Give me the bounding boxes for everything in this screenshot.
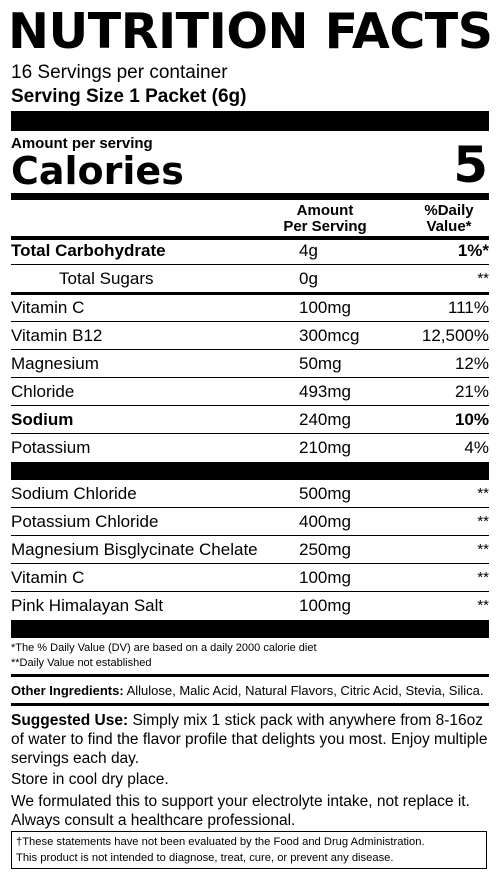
nutrient-row-magnesium: Magnesium 50mg 12% [11,350,489,378]
storage-note: Store in cool dry place. [11,771,169,788]
ingredient-amount: 250mg [299,540,351,559]
serving-size: Serving Size 1 Packet (6g) [11,86,247,107]
row-divider [11,349,489,350]
thick-divider [11,620,489,638]
row-divider [11,433,489,434]
header-divider [11,236,489,240]
nutrient-row-vitamin-b12: Vitamin B12 300mcg 12,500% [11,322,489,350]
nutrient-name: Vitamin B12 [11,326,103,345]
divider [11,703,489,706]
ingredient-daily-value: ** [477,513,489,530]
formulation-note: We formulated this to support your elect… [11,793,470,829]
amount-header-line1: Amount [296,202,354,219]
ingredient-amount: 500mg [299,484,351,503]
dv-header-line1: %Daily [424,202,474,219]
nutrient-daily-value: 21% [454,382,489,401]
ingredient-daily-value: ** [477,597,489,614]
ingredient-amount: 100mg [299,596,351,615]
nutrient-row-sodium: Sodium 240mg 10% [11,406,489,434]
nutrient-name: Potassium [11,438,91,457]
nutrient-name: Sodium [11,410,74,429]
nutrient-name: Magnesium [11,354,99,373]
not-established-footnote: **Daily Value not established [11,657,152,669]
blend-row-sodium-chloride: Sodium Chloride 500mg ** [11,480,489,508]
ingredient-name: Sodium Chloride [11,484,137,503]
thick-divider [11,462,489,480]
other-ingredients-label: Other Ingredients: [11,683,124,698]
nutrient-daily-value: 12% [454,354,489,373]
nutrient-daily-value: 4% [464,438,489,457]
ingredient-daily-value: ** [477,485,489,502]
ingredient-daily-value: ** [477,569,489,586]
blend-row-pink-himalayan-salt: Pink Himalayan Salt 100mg ** [11,592,489,620]
dv-header-line2: Value* [426,218,472,235]
ingredient-amount: 400mg [299,512,351,531]
ingredient-amount: 100mg [299,568,351,587]
suggested-use-text: Simply mix 1 stick pack with anywhere fr… [11,712,488,767]
nutrient-daily-value: 10% [454,410,489,429]
suggested-use: Suggested Use: Simply mix 1 stick pack w… [11,711,489,768]
nutrient-row-total-carbohydrate: Total Carbohydrate 4g 1%* [11,237,489,265]
nutrient-name: Chloride [11,382,75,401]
disclaimer-line1: †These statements have not been evaluate… [16,836,425,848]
nutrient-name: Total Sugars [59,269,154,288]
ingredient-name: Vitamin C [11,568,85,587]
nutrient-amount: 50mg [299,354,342,373]
ingredient-name: Magnesium Bisglycinate Chelate [11,540,258,559]
other-ingredients-text: Allulose, Malic Acid, Natural Flavors, C… [123,683,484,698]
nutrient-daily-value: 12,500% [421,326,489,345]
row-divider [11,292,489,295]
nutrient-name: Total Carbohydrate [11,241,166,260]
label-title: NUTRITION FACTS [8,3,493,60]
nutrient-amount: 493mg [299,382,351,401]
nutrient-daily-value: 1%* [457,241,489,260]
nutrient-amount: 210mg [299,438,351,457]
ingredient-name: Potassium Chloride [11,512,159,531]
amount-column-header: Amount Per Serving [270,203,380,235]
row-divider [11,405,489,406]
row-divider [11,507,489,508]
amount-header-line2: Per Serving [283,218,367,235]
calories-value: 5 [453,136,488,194]
thick-divider [11,111,489,131]
blend-row-vitamin-c: Vitamin C 100mg ** [11,564,489,592]
nutrient-row-chloride: Chloride 493mg 21% [11,378,489,406]
nutrient-row-total-sugars: Total Sugars 0g ** [11,265,489,293]
ingredient-daily-value: ** [477,541,489,558]
nutrient-daily-value: ** [477,270,489,287]
row-divider [11,264,489,265]
nutrient-amount: 0g [299,269,318,288]
nutrient-amount: 4g [299,241,318,260]
fda-disclaimer: †These statements have not been evaluate… [11,831,487,869]
row-divider [11,591,489,592]
calories-label: Calories [11,149,184,193]
ingredient-name: Pink Himalayan Salt [11,596,164,615]
disclaimer-line2: This product is not intended to diagnose… [16,852,394,864]
amount-per-serving: Amount per serving [11,135,153,152]
daily-value-column-header: %Daily Value* [408,203,490,235]
nutrient-amount: 300mcg [299,326,360,345]
divider [11,674,489,677]
nutrient-daily-value: 111% [448,298,489,317]
medium-divider [11,193,489,200]
nutrient-row-vitamin-c: Vitamin C 100mg 111% [11,294,489,322]
row-divider [11,535,489,536]
suggested-use-label: Suggested Use: [11,712,129,729]
daily-value-footnote: *The % Daily Value (DV) are based on a d… [11,642,317,654]
row-divider [11,377,489,378]
nutrient-name: Vitamin C [11,298,85,317]
other-ingredients: Other Ingredients: Allulose, Malic Acid,… [11,683,489,699]
nutrient-amount: 100mg [299,298,351,317]
nutrient-amount: 240mg [299,410,351,429]
blend-row-magnesium-bisglycinate: Magnesium Bisglycinate Chelate 250mg ** [11,536,489,564]
servings-per-container: 16 Servings per container [11,62,228,83]
row-divider [11,563,489,564]
nutrient-row-potassium: Potassium 210mg 4% [11,434,489,462]
row-divider [11,321,489,322]
blend-row-potassium-chloride: Potassium Chloride 400mg ** [11,508,489,536]
